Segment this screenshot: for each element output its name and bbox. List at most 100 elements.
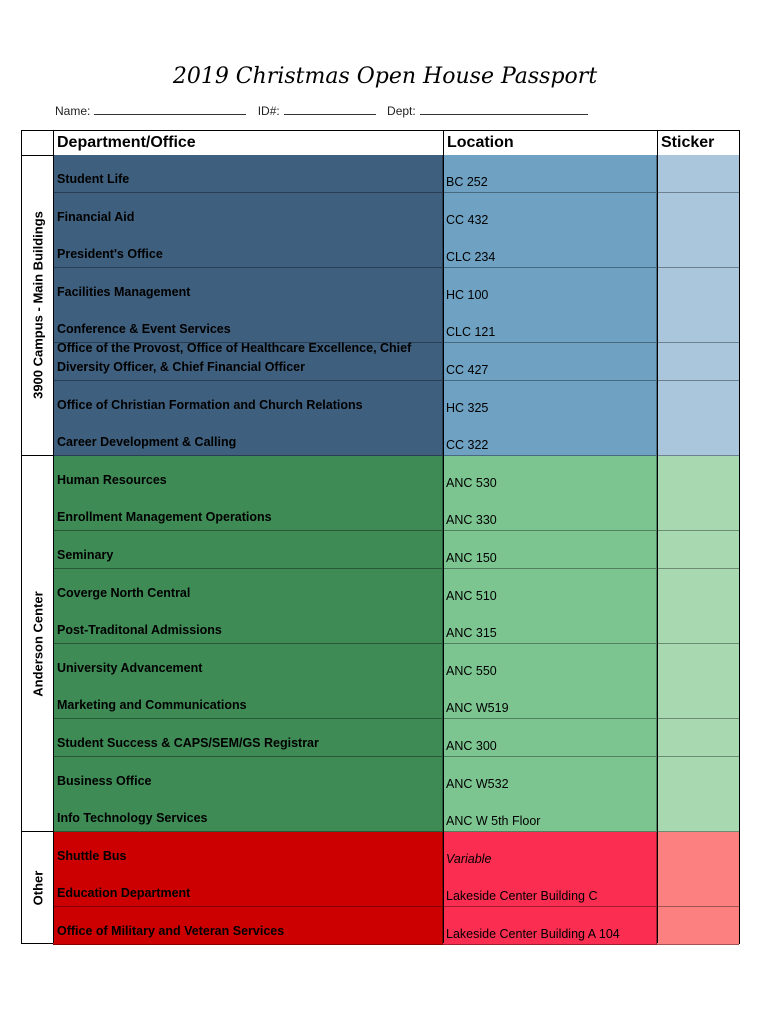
sticker-cell[interactable] (657, 568, 739, 607)
sticker-cell[interactable] (657, 794, 739, 833)
department-name: Business Office (57, 773, 152, 788)
location-cell: Lakeside Center Building C (443, 869, 657, 908)
sticker-cell[interactable] (657, 155, 739, 193)
location-text: ANC 550 (446, 663, 497, 678)
form-line: Name: ID#: Dept: (55, 102, 596, 118)
sticker-cell[interactable] (657, 869, 739, 908)
header-sticker: Sticker (661, 134, 715, 151)
sticker-cell[interactable] (657, 192, 739, 231)
department-cell: Office of Military and Veteran Services (53, 907, 443, 945)
sticker-cell[interactable] (657, 531, 739, 569)
department-cell: Shuttle Bus (53, 831, 443, 870)
department-name: Office of Christian Formation and Church… (57, 397, 363, 412)
sticker-cell[interactable] (657, 907, 739, 945)
department-cell: Conference & Event Services (53, 305, 443, 344)
department-cell: Facilities Management (53, 267, 443, 306)
location-text: ANC 530 (446, 475, 497, 490)
location-cell: HC 100 (443, 267, 657, 306)
department-cell: Coverge North Central (53, 568, 443, 607)
location-text: ANC W532 (446, 776, 509, 791)
table-row: Office of Christian Formation and Church… (53, 380, 739, 419)
location-text: ANC 330 (446, 513, 497, 528)
location-text: ANC W 5th Floor (446, 814, 541, 829)
location-cell: CC 322 (443, 418, 657, 457)
sticker-cell[interactable] (657, 267, 739, 306)
department-name: President's Office (57, 247, 163, 262)
department-name: Office of Military and Veteran Services (57, 924, 285, 938)
sticker-cell[interactable] (657, 831, 739, 870)
sticker-cell[interactable] (657, 455, 739, 494)
department-name: Info Technology Services (57, 811, 208, 826)
location-cell: HC 325 (443, 380, 657, 419)
department-cell: Business Office (53, 756, 443, 795)
department-cell: Info Technology Services (53, 794, 443, 833)
location-text: ANC 300 (446, 739, 497, 753)
department-name: Shuttle Bus (57, 848, 127, 863)
department-cell: Career Development & Calling (53, 418, 443, 457)
department-name: Conference & Event Services (57, 322, 231, 337)
column-divider (53, 131, 54, 943)
location-cell: CC 427 (443, 343, 657, 381)
sticker-cell[interactable] (657, 643, 739, 682)
department-cell: University Advancement (53, 643, 443, 682)
sticker-cell[interactable] (657, 343, 739, 381)
table-row: Facilities Management HC 100 (53, 267, 739, 306)
department-name: Human Resources (57, 472, 167, 487)
name-field[interactable] (94, 102, 247, 115)
location-text: ANC 510 (446, 588, 497, 603)
table-row: Career Development & Calling CC 322 (53, 418, 739, 457)
sticker-cell[interactable] (657, 230, 739, 269)
page-title: 2019 Christmas Open House Passport (172, 64, 598, 89)
table-row: Student Life BC 252 (53, 155, 739, 193)
department-name: Career Development & Calling (57, 435, 237, 450)
department-name: Office of the Provost, Office of Healthc… (57, 341, 412, 374)
department-name: Enrollment Management Operations (57, 510, 272, 525)
table-row: Enrollment Management Operations ANC 330 (53, 493, 739, 532)
table-row: Financial Aid CC 432 (53, 192, 739, 231)
table-row: Student Success & CAPS/SEM/GS Registrar A… (53, 719, 739, 757)
location-cell: ANC W 5th Floor (443, 794, 657, 833)
table-row: Seminary ANC 150 (53, 531, 739, 569)
department-name: Coverge North Central (57, 585, 191, 600)
location-cell: CC 432 (443, 192, 657, 231)
dept-field[interactable] (419, 102, 588, 115)
table-row: Human Resources ANC 530 (53, 455, 739, 494)
department-name: Post-Traditonal Admissions (57, 623, 222, 638)
department-cell: President's Office (53, 230, 443, 269)
department-cell: Office of Christian Formation and Church… (53, 380, 443, 419)
location-cell: CLC 121 (443, 305, 657, 344)
location-text: Lakeside Center Building A 104 (446, 927, 620, 941)
department-cell: Student Life (53, 155, 443, 193)
department-name: Facilities Management (57, 284, 191, 299)
table-row: Office of the Provost, Office of Healthc… (53, 341, 739, 381)
department-name: Student Life (57, 172, 130, 186)
sticker-cell[interactable] (657, 305, 739, 344)
sticker-cell[interactable] (657, 418, 739, 457)
table-row: President's Office CLC 234 (53, 230, 739, 269)
location-cell: ANC 150 (443, 531, 657, 569)
sticker-cell[interactable] (657, 681, 739, 720)
group-label-text: Anderson Center (30, 591, 45, 697)
department-cell: Education Department (53, 869, 443, 908)
location-text: Lakeside Center Building C (446, 889, 598, 904)
sticker-cell[interactable] (657, 719, 739, 757)
sticker-cell[interactable] (657, 493, 739, 532)
id-field[interactable] (283, 102, 376, 115)
sticker-cell[interactable] (657, 606, 739, 645)
sticker-cell[interactable] (657, 756, 739, 795)
group-label: 3900 Campus - Main Buildings (22, 155, 53, 456)
table-row: University Advancement ANC 550 (53, 643, 739, 682)
location-text: ANC 315 (446, 626, 497, 641)
department-name: University Advancement (57, 660, 203, 675)
department-cell: Student Success & CAPS/SEM/GS Registrar (53, 719, 443, 757)
group-divider (22, 831, 53, 833)
header-location: Location (447, 134, 514, 151)
name-label: Name: (55, 104, 91, 118)
sticker-cell[interactable] (657, 380, 739, 419)
location-cell: CLC 234 (443, 230, 657, 269)
department-name: Marketing and Communications (57, 698, 247, 713)
group-label: Anderson Center (22, 456, 53, 832)
location-text: ANC W519 (446, 701, 509, 716)
id-label: ID#: (257, 104, 280, 118)
group-divider (22, 455, 53, 457)
